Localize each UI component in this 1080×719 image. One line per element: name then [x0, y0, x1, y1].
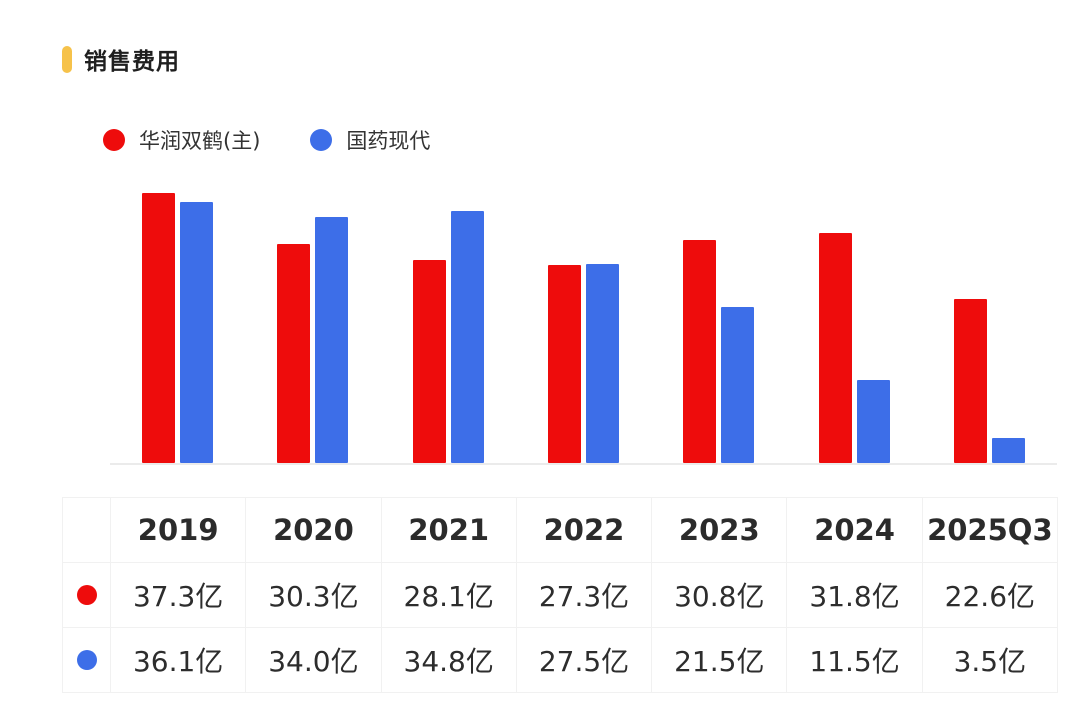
table-value-cell: 36.1亿 — [111, 628, 247, 693]
bar-group-2020 — [245, 190, 380, 463]
bar-series-0-2022[interactable] — [547, 265, 581, 463]
series-dot-icon — [76, 585, 97, 605]
table-value-cell: 28.1亿 — [381, 563, 517, 628]
table-header-corner-cell — [63, 498, 111, 563]
bar-group-2021 — [381, 190, 516, 463]
legend-item-series-0[interactable]: 华润双鹤(主) — [103, 125, 260, 155]
bar-group-2023 — [651, 190, 786, 463]
table-series-dot-cell — [63, 628, 111, 693]
legend: 华润双鹤(主) 国药现代 — [103, 125, 430, 155]
page-title-block: 销售费用 — [62, 42, 180, 76]
table-header-cell: 2025Q3 — [922, 498, 1058, 563]
table-value-cell: 11.5亿 — [787, 628, 923, 693]
table-header-cell: 2024 — [787, 498, 923, 563]
bar-series-0-2021[interactable] — [412, 259, 446, 463]
legend-dot-icon — [103, 129, 125, 151]
title-accent-bar-icon — [62, 45, 72, 73]
table-value-cell: 31.8亿 — [787, 563, 923, 628]
legend-dot-icon — [310, 129, 333, 151]
bar-group-2022 — [516, 190, 651, 463]
bar-series-1-2025Q3[interactable] — [991, 437, 1025, 463]
table-header-cell: 2022 — [516, 498, 653, 563]
bar-series-1-2020[interactable] — [315, 216, 349, 463]
legend-label: 华润双鹤(主) — [139, 129, 261, 153]
table-value-cell: 30.3亿 — [246, 563, 382, 628]
table-series-dot-cell — [63, 563, 111, 628]
bar-series-0-2019[interactable] — [142, 193, 176, 463]
table-header-cell: 2020 — [246, 498, 382, 563]
bar-series-1-2019[interactable] — [180, 201, 214, 463]
bar-group-2025Q3 — [922, 190, 1057, 463]
legend-label: 国药现代 — [346, 129, 431, 153]
bar-group-2019 — [110, 190, 245, 463]
bar-chart — [110, 190, 1057, 465]
legend-item-series-1[interactable]: 国药现代 — [310, 125, 430, 155]
bar-series-1-2022[interactable] — [585, 263, 619, 463]
table-value-cell: 27.5亿 — [516, 628, 653, 693]
bar-series-1-2024[interactable] — [856, 379, 890, 463]
bar-series-1-2021[interactable] — [450, 211, 484, 463]
bar-series-1-2023[interactable] — [721, 307, 755, 463]
table-value-cell: 22.6亿 — [922, 563, 1058, 628]
table-value-cell: 3.5亿 — [922, 628, 1058, 693]
series-dot-icon — [76, 650, 97, 670]
page-title: 销售费用 — [84, 49, 180, 75]
table-value-cell: 37.3亿 — [111, 563, 247, 628]
table-header-cell: 2019 — [111, 498, 247, 563]
bar-series-0-2024[interactable] — [818, 232, 852, 463]
table-value-cell: 21.5亿 — [652, 628, 788, 693]
data-table: 2019 2020 2021 2022 2023 2024 2025Q3 37.3亿 30.3亿… — [62, 497, 1058, 693]
bar-series-0-2025Q3[interactable] — [953, 299, 987, 463]
table-value-cell: 27.3亿 — [516, 563, 653, 628]
table-value-cell: 30.8亿 — [652, 563, 788, 628]
table-value-cell: 34.0亿 — [246, 628, 382, 693]
bar-group-2024 — [786, 190, 921, 463]
table-header-cell: 2023 — [652, 498, 788, 563]
bar-series-0-2020[interactable] — [277, 243, 311, 463]
table-header-cell: 2021 — [381, 498, 517, 563]
bar-series-0-2023[interactable] — [683, 240, 717, 463]
table-value-cell: 34.8亿 — [381, 628, 517, 693]
